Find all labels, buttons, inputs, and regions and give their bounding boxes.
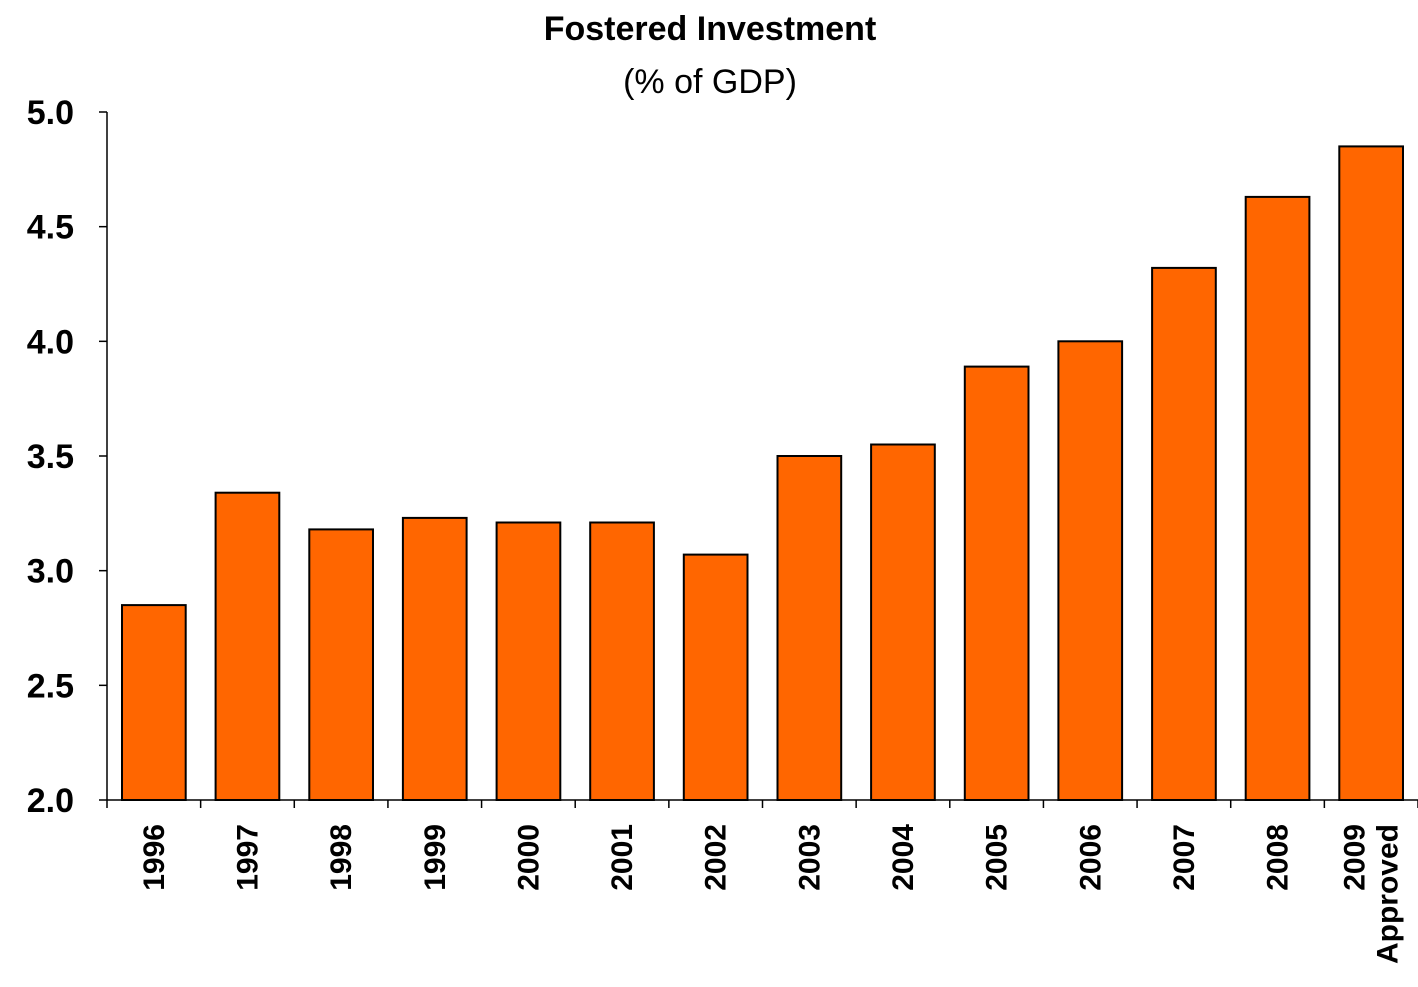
x-tick-labels: 1996 1997 1998 1999 2000 2001 2002 2003 2004 2005… [138, 824, 1405, 964]
x-tick-label-5-0: 2001 [606, 824, 639, 891]
x-tick-label-8-0: 2004 [887, 824, 920, 891]
chart-title: Fostered Investment [544, 10, 877, 48]
bar-3 [401, 516, 468, 802]
bar-4 [495, 521, 562, 801]
x-tick-label-0-0: 1996 [138, 824, 171, 891]
x-tick-label-3-0: 1999 [419, 824, 452, 891]
bar-13 [1338, 145, 1405, 801]
bar-7 [776, 455, 843, 801]
bar-8 [870, 443, 936, 801]
bar-6 [682, 553, 749, 801]
bar-11 [1151, 266, 1217, 801]
bar-9 [963, 365, 1030, 801]
y-tick-label-3: 3.5 [27, 438, 74, 476]
y-tick-label-1: 2.5 [27, 667, 74, 705]
bar-12 [1244, 195, 1311, 801]
axes-group [99, 111, 1418, 808]
bar-5 [589, 521, 655, 801]
bars-group [121, 145, 1405, 802]
x-tick-label-10-0: 2006 [1074, 824, 1107, 891]
bar-10 [1057, 340, 1124, 801]
x-tick-label-6-0: 2002 [700, 824, 733, 891]
y-tick-label-0: 2.0 [27, 782, 74, 820]
chart-subtitle: (% of GDP) [623, 63, 797, 101]
y-tick-label-5: 4.5 [27, 209, 74, 247]
x-tick-label-9-0: 2005 [981, 824, 1014, 891]
y-tick-labels: 2.0 2.5 3.0 3.5 4.0 4.5 5.0 [27, 94, 74, 820]
y-tick-label-2: 3.0 [27, 553, 74, 591]
x-tick-label-13-0: 2009 [1339, 824, 1372, 891]
y-tick-label-6: 5.0 [27, 94, 74, 132]
x-tick-label-13-1: Approved [1372, 824, 1405, 964]
x-tick-label-2-0: 1998 [325, 824, 358, 891]
x-tick-label-7-0: 2003 [793, 824, 826, 891]
bar-2 [308, 528, 374, 802]
y-tick-label-4: 4.0 [27, 323, 74, 361]
x-tick-label-12-0: 2008 [1262, 824, 1295, 891]
bar-0 [121, 604, 187, 801]
x-tick-label-11-0: 2007 [1168, 824, 1201, 891]
bar-1 [214, 491, 281, 801]
x-tick-label-1-0: 1997 [231, 824, 264, 891]
x-tick-label-4-0: 2000 [512, 824, 545, 891]
